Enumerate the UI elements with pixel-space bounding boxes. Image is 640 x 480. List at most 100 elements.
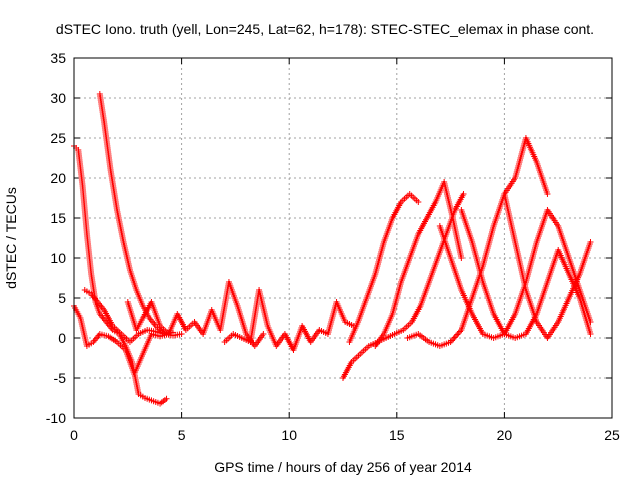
data-point-trail: [111, 324, 123, 336]
data-point-trail: [372, 241, 387, 275]
data-point-trail: [358, 344, 371, 356]
data-point-trail: [512, 137, 529, 179]
data-points: [71, 91, 594, 407]
data-point-trail: [120, 241, 133, 271]
data-point-trail: [417, 332, 431, 344]
data-point-trail: [437, 225, 453, 259]
data-point-trail: [502, 176, 517, 196]
data-point-trail: [147, 316, 158, 328]
data-point-trail: [452, 192, 466, 212]
data-point-trail: [140, 333, 154, 355]
data-point-trail: [114, 209, 127, 243]
data-point-trail: [545, 320, 561, 340]
data-point-trail: [424, 200, 438, 220]
data-point-trail: [523, 289, 540, 323]
y-tick-label: -5: [54, 370, 67, 386]
data-point-trail: [137, 392, 146, 400]
data-point: [460, 191, 467, 197]
data-point-trail: [408, 192, 420, 204]
data-point-trail: [381, 217, 395, 243]
data-point-trail: [128, 332, 140, 344]
data-point-trail: [149, 301, 163, 327]
x-axis-label: GPS time / hours of day 256 of year 2014: [214, 459, 472, 475]
y-tick-label: 0: [58, 330, 66, 346]
data-point-trail: [482, 331, 495, 341]
plot-frame: [73, 57, 613, 419]
data-point-trail: [385, 332, 396, 340]
data-point-trail: [86, 340, 95, 348]
data-point-trail: [381, 313, 395, 335]
data-point-trail: [409, 304, 423, 324]
data-point-trail: [401, 320, 414, 332]
data-point-trail: [555, 225, 572, 259]
data-point-trail: [132, 353, 146, 375]
chart-title: dSTEC Iono. truth (yell, Lon=245, Lat=62…: [56, 21, 594, 37]
data-point-trail: [399, 192, 411, 204]
data-point: [587, 331, 594, 337]
data-point-trail: [241, 336, 252, 344]
data-point-trail: [390, 281, 404, 315]
data-point-trail: [577, 297, 593, 335]
data-point-trail: [75, 149, 86, 187]
y-tick-label: 30: [50, 90, 66, 106]
data-point-trail: [503, 331, 517, 341]
data-point-trail: [406, 331, 420, 341]
data-point-trail: [390, 200, 404, 220]
data-point-trail: [256, 289, 271, 327]
data-point-trail: [137, 328, 149, 336]
data-point-trail: [235, 305, 249, 335]
data-point-trail: [418, 281, 432, 307]
data-point-trail: [534, 209, 550, 243]
data-point-trail: [426, 257, 440, 283]
data-point-trail: [398, 257, 412, 283]
data-point-trail: [512, 241, 529, 291]
y-tick-label: 10: [50, 250, 66, 266]
data-point-trail: [459, 209, 475, 243]
data-point-trail: [577, 241, 593, 275]
data-point-trail: [491, 312, 507, 336]
data-point-trail: [79, 185, 90, 235]
data-point-trail: [556, 248, 572, 276]
data-point-trail: [226, 281, 240, 307]
data-point-trail: [98, 312, 108, 324]
data-point-trail: [428, 339, 441, 349]
data-point-trail: [367, 340, 379, 348]
data-point-trail: [364, 273, 378, 299]
data-point-trail: [104, 320, 115, 332]
data-point-trail: [534, 161, 550, 195]
data-point-trail: [350, 352, 362, 364]
data-point-trail: [534, 281, 550, 315]
data-point: [544, 191, 551, 197]
data-point-trail: [373, 332, 386, 348]
data-point-trail: [334, 301, 348, 323]
y-tick-label: 5: [58, 290, 66, 306]
x-tick-label: 10: [281, 427, 297, 443]
data-point-trail: [150, 331, 161, 339]
data-point-trail: [480, 281, 496, 315]
data-point-trail: [416, 216, 429, 236]
data-point-trail: [150, 398, 161, 406]
data-point-trail: [438, 339, 452, 349]
data-point: [163, 395, 170, 402]
data-point-trail: [154, 324, 166, 336]
data-point-trail: [158, 397, 168, 406]
data-point-trail: [217, 281, 232, 331]
data-point-trail: [450, 217, 464, 259]
data-point-trail: [125, 301, 139, 331]
data-point-trail: [232, 332, 243, 340]
data-point-trail: [340, 360, 354, 380]
data-point-trail: [200, 309, 215, 335]
data-point: [260, 331, 267, 337]
data-point-trail: [448, 328, 464, 344]
data-point-trail: [127, 269, 139, 291]
x-tick-label: 15: [389, 427, 405, 443]
data-point: [415, 199, 422, 205]
y-tick-label: 20: [50, 170, 66, 186]
x-tick-label: 25: [604, 427, 620, 443]
data-point: [458, 255, 465, 261]
data-point-trail: [545, 208, 561, 228]
data-point-trail: [107, 334, 119, 344]
data-point-trail: [556, 296, 572, 324]
